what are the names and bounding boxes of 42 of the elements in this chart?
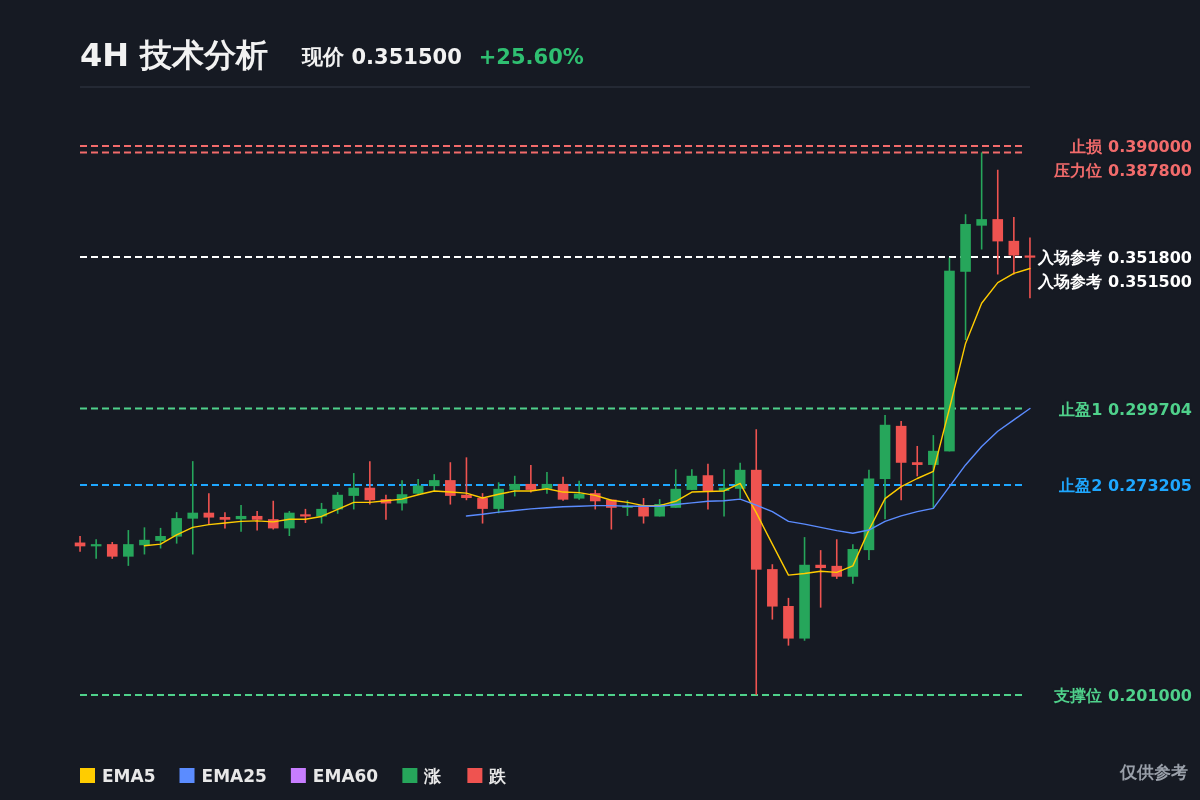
candlestick bbox=[155, 527, 166, 550]
candlestick bbox=[509, 474, 521, 498]
candlestick bbox=[348, 472, 360, 511]
candlestick bbox=[976, 151, 987, 251]
candlestick bbox=[1008, 216, 1020, 276]
candlestick bbox=[686, 468, 698, 491]
candlestick bbox=[171, 511, 182, 545]
candlestick bbox=[1024, 236, 1036, 300]
candlestick bbox=[702, 463, 714, 511]
candlestick bbox=[203, 492, 215, 526]
candlestick bbox=[573, 479, 585, 501]
subtitle: 现价 0.351500 bbox=[302, 45, 462, 69]
candlestick bbox=[815, 549, 826, 609]
ref-label: 入场参考 0.351500 bbox=[1038, 272, 1192, 292]
candlestick bbox=[284, 510, 295, 537]
legend-label: EMA5 bbox=[102, 766, 156, 786]
ref-label: 止盈1 0.299704 bbox=[1059, 399, 1192, 419]
ref-label: 入场参考 0.351800 bbox=[1038, 248, 1192, 268]
legend-label: EMA60 bbox=[312, 766, 379, 786]
candlestick bbox=[525, 464, 537, 494]
candlestick bbox=[992, 168, 1004, 276]
candlestick bbox=[477, 492, 488, 525]
candlestick bbox=[187, 460, 199, 556]
legend-label: 涨 bbox=[424, 766, 442, 786]
ref-label: 压力位 0.387800 bbox=[1054, 160, 1192, 180]
annotation: 仅供参考 bbox=[1120, 762, 1188, 782]
candlestick bbox=[251, 510, 263, 532]
ref-label: 支撑位 0.201000 bbox=[1054, 686, 1192, 705]
legend-label: 跌 bbox=[489, 766, 507, 786]
ref-label: 止损 0.390000 bbox=[1070, 136, 1192, 156]
candlestick bbox=[461, 456, 472, 502]
candlestick bbox=[123, 529, 134, 567]
candlestick bbox=[831, 538, 843, 580]
ref-label: 止盈2 0.273205 bbox=[1059, 476, 1192, 495]
title: 4H 技术分析 bbox=[80, 36, 269, 74]
annotation: +25.60% bbox=[478, 45, 584, 69]
candlestick bbox=[911, 445, 923, 478]
legend-label: EMA25 bbox=[201, 766, 267, 786]
candlestick bbox=[139, 526, 150, 556]
candlestick bbox=[332, 491, 343, 515]
candlestick bbox=[364, 460, 376, 506]
candlestick bbox=[445, 461, 456, 506]
